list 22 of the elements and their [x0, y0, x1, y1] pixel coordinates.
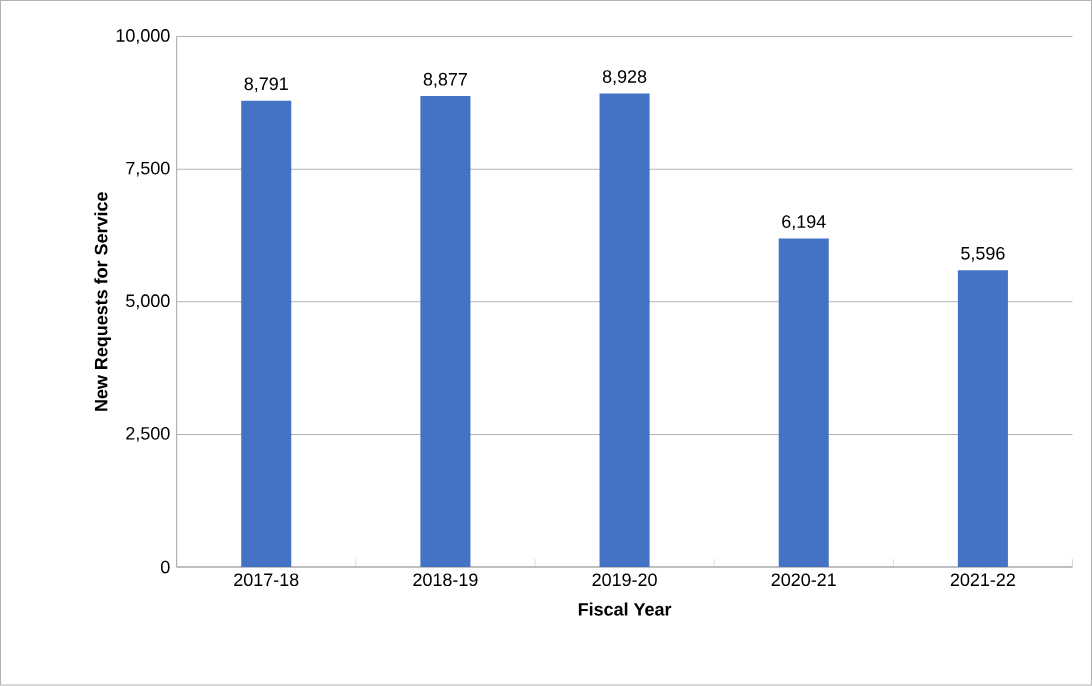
y-tick-label: 10,000 — [116, 29, 170, 45]
y-tick-label: 0 — [160, 560, 170, 574]
bar — [778, 238, 829, 568]
y-tick-label: 2,500 — [126, 427, 170, 442]
bar — [420, 96, 471, 568]
x-tick-label: 2018-19 — [413, 573, 478, 587]
y-tick-label: 7,500 — [126, 161, 170, 177]
bar — [957, 270, 1008, 568]
bar — [241, 100, 292, 568]
data-label: 8,928 — [602, 70, 647, 86]
data-label: 6,194 — [782, 215, 826, 231]
data-label: 5,596 — [961, 247, 1005, 262]
data-label: 8,791 — [244, 77, 288, 93]
y-tick-label: 5,000 — [126, 294, 170, 310]
x-tick-label: 2019-20 — [592, 573, 657, 587]
data-label: 8,877 — [423, 73, 467, 88]
x-axis-title: Fiscal Year — [578, 602, 672, 616]
x-tick-label: 2020-21 — [771, 573, 836, 587]
x-tick-label: 2021-22 — [950, 573, 1015, 587]
bar — [599, 93, 650, 568]
x-tick-label: 2017-18 — [234, 573, 299, 587]
y-axis-title: New Requests for Service — [94, 192, 112, 411]
